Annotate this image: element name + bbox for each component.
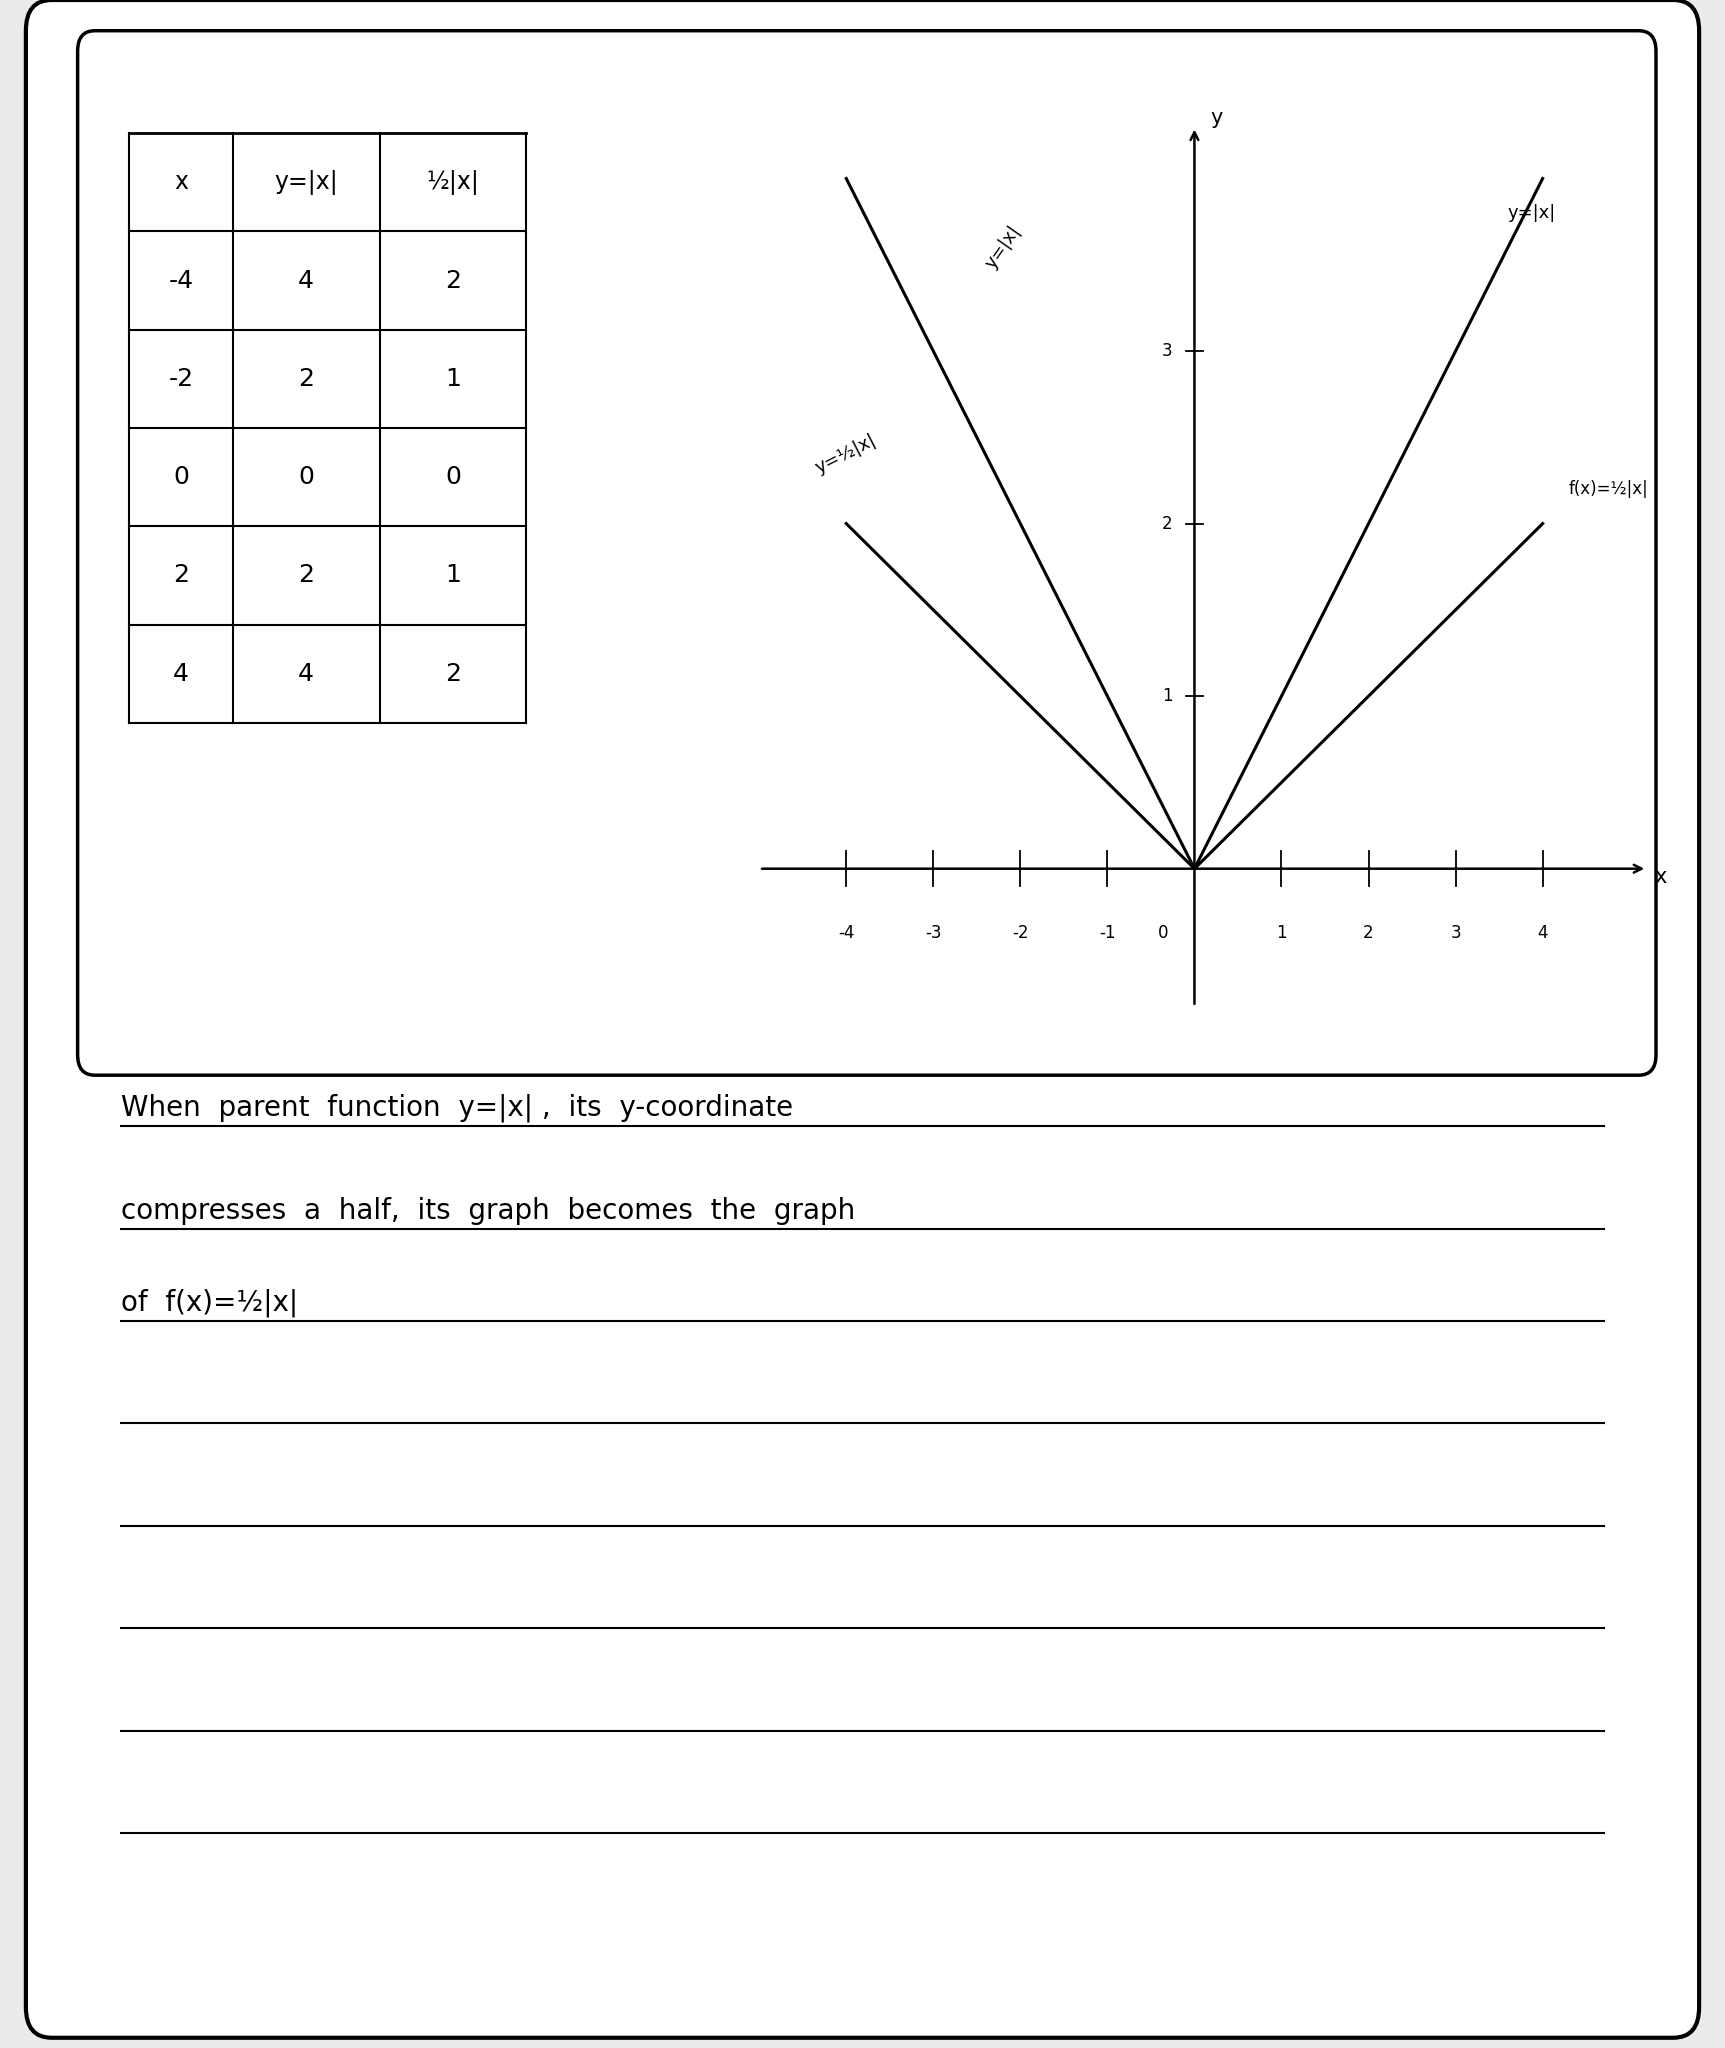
Text: outh: outh — [1451, 705, 1551, 770]
Text: 1: 1 — [445, 367, 461, 391]
Text: 2: 2 — [445, 268, 461, 293]
Text: y=|x|: y=|x| — [982, 223, 1025, 272]
Text: outh: outh — [1451, 1892, 1551, 1958]
Text: -2: -2 — [169, 367, 193, 391]
Text: 1: 1 — [445, 563, 461, 588]
Text: outh: outh — [88, 1892, 188, 1958]
Text: -1: -1 — [1099, 924, 1116, 942]
Text: x: x — [1654, 866, 1666, 887]
Text: outh: outh — [519, 1606, 619, 1671]
Text: -4: -4 — [169, 268, 193, 293]
Text: outh: outh — [1451, 377, 1551, 442]
Text: 4: 4 — [298, 662, 314, 686]
Text: outh: outh — [1451, 1298, 1551, 1364]
Text: outh: outh — [985, 377, 1085, 442]
Text: 4: 4 — [298, 268, 314, 293]
Text: When  parent  function  y=|x| ,  its  y-coordinate: When parent function y=|x| , its y-coord… — [121, 1094, 794, 1122]
Text: outh: outh — [88, 1606, 188, 1671]
Text: of  f(x)=½|x|: of f(x)=½|x| — [121, 1288, 298, 1317]
Text: outh: outh — [88, 1298, 188, 1364]
Text: outh: outh — [1451, 991, 1551, 1057]
Text: x: x — [174, 170, 188, 195]
Text: outh: outh — [88, 377, 188, 442]
Text: 3: 3 — [1451, 924, 1461, 942]
FancyBboxPatch shape — [78, 31, 1656, 1075]
Text: outh: outh — [985, 705, 1085, 770]
Text: 1: 1 — [1276, 924, 1287, 942]
Text: 2: 2 — [298, 367, 314, 391]
Text: 2: 2 — [298, 563, 314, 588]
Text: 0: 0 — [445, 465, 461, 489]
Text: outh: outh — [519, 1892, 619, 1958]
Text: compresses  a  half,  its  graph  becomes  the  graph: compresses a half, its graph becomes the… — [121, 1196, 856, 1225]
Text: y: y — [1209, 109, 1223, 129]
Text: 1: 1 — [1163, 688, 1173, 705]
Text: -3: -3 — [925, 924, 942, 942]
Text: outh: outh — [519, 1298, 619, 1364]
Text: 2: 2 — [1363, 924, 1373, 942]
Text: -2: -2 — [1013, 924, 1028, 942]
Text: ½|x|: ½|x| — [426, 170, 480, 195]
Text: outh: outh — [985, 1892, 1085, 1958]
Text: outh: outh — [519, 705, 619, 770]
Text: outh: outh — [519, 377, 619, 442]
Text: y=½|x|: y=½|x| — [812, 432, 880, 477]
Text: 3: 3 — [1163, 342, 1173, 360]
Text: outh: outh — [88, 991, 188, 1057]
Text: 0: 0 — [1157, 924, 1168, 942]
Text: 2: 2 — [1163, 514, 1173, 532]
Text: y=|x|: y=|x| — [1508, 205, 1556, 221]
Text: y=|x|: y=|x| — [274, 170, 338, 195]
Text: outh: outh — [88, 705, 188, 770]
FancyBboxPatch shape — [26, 0, 1699, 2038]
Text: 4: 4 — [172, 662, 190, 686]
Text: -4: -4 — [838, 924, 854, 942]
Text: outh: outh — [1451, 70, 1551, 135]
Text: outh: outh — [88, 70, 188, 135]
Text: 0: 0 — [298, 465, 314, 489]
Text: outh: outh — [985, 1298, 1085, 1364]
Text: outh: outh — [985, 991, 1085, 1057]
Text: outh: outh — [985, 1606, 1085, 1671]
Text: f(x)=½|x|: f(x)=½|x| — [1568, 479, 1649, 498]
Text: outh: outh — [519, 70, 619, 135]
Text: 4: 4 — [1537, 924, 1547, 942]
Text: outh: outh — [519, 991, 619, 1057]
Text: outh: outh — [985, 70, 1085, 135]
Text: 2: 2 — [445, 662, 461, 686]
Text: 0: 0 — [172, 465, 190, 489]
Text: 2: 2 — [172, 563, 190, 588]
Text: outh: outh — [1451, 1606, 1551, 1671]
